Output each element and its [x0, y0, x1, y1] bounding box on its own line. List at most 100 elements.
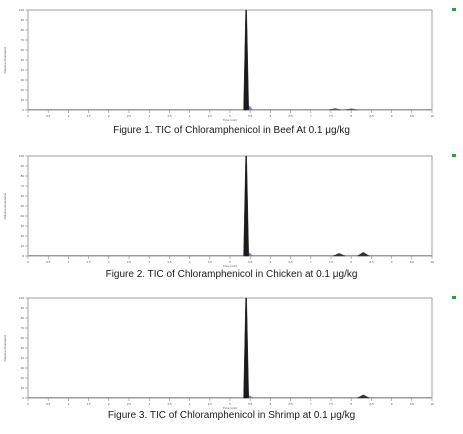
- x-tick-label: 3: [148, 402, 150, 406]
- y-tick-label: 30: [21, 78, 25, 82]
- x-tick-label: 7: [310, 114, 312, 118]
- x-tick-label: 5: [229, 402, 231, 406]
- y-tick-label: 30: [21, 366, 25, 370]
- figure-caption-1: Figure 1. TIC of Chloramphenicol in Beef…: [113, 125, 350, 136]
- y-tick-label: 100: [19, 154, 24, 158]
- y-tick-label: 10: [21, 98, 25, 102]
- x-tick-label: 5.5: [248, 114, 253, 118]
- y-tick-label: 90: [21, 18, 25, 22]
- x-tick-label: 9: [391, 260, 393, 264]
- y-tick-label: 10: [21, 386, 25, 390]
- x-axis-label: Time (min): [223, 406, 237, 410]
- y-tick-label: 70: [21, 38, 25, 42]
- y-tick-label: 90: [21, 306, 25, 310]
- peak-1: [243, 155, 249, 257]
- y-tick-label: 60: [21, 194, 25, 198]
- plot-area: [27, 9, 433, 111]
- x-tick-label: 1: [68, 114, 70, 118]
- y-tick-label: 40: [21, 68, 25, 72]
- x-axis-label: Time (min): [223, 118, 237, 122]
- peak-2: [332, 253, 346, 257]
- x-tick-label: 1: [68, 260, 70, 264]
- y-tick-label: 80: [21, 316, 25, 320]
- x-tick-label: 4.5: [208, 260, 213, 264]
- x-tick-label: 2: [108, 260, 110, 264]
- peak-2: [357, 394, 370, 399]
- x-tick-label: 8.5: [369, 260, 374, 264]
- x-tick-label: 7: [310, 402, 312, 406]
- x-tick-label: 5.5: [248, 260, 253, 264]
- x-tick-label: 4.5: [208, 114, 213, 118]
- status-marker: [452, 296, 456, 299]
- y-tick-label: 70: [21, 326, 25, 330]
- x-tick-label: 9.5: [410, 402, 415, 406]
- chromatogram-chart-1: 0 10 20 30 40 50 60 70 80 90 100 0 0.5 1 1.5 2 2.5 3 3.5 4 4…: [3, 8, 456, 122]
- x-axis-label: Time (min): [223, 264, 237, 268]
- peak-3: [345, 108, 358, 111]
- x-tick-label: 9: [391, 114, 393, 118]
- x-tick-label: 3: [148, 260, 150, 264]
- y-tick-label: 100: [19, 296, 24, 300]
- x-tick-label: 6: [270, 114, 272, 118]
- x-tick-label: 1.5: [87, 402, 92, 406]
- x-tick-label: 6.5: [289, 402, 294, 406]
- chart-panel-3: 0 10 20 30 40 50 60 70 80 90 100 0 0.5 1 1.5 2 2.5 3 3.5 4 4…: [0, 288, 463, 434]
- y-tick-label: 20: [21, 88, 25, 92]
- y-axis-label: Relative Abundance: [3, 192, 7, 219]
- x-tick-label: 9.5: [410, 114, 415, 118]
- y-tick-label: 70: [21, 184, 25, 188]
- x-tick-label: 4: [189, 402, 191, 406]
- y-tick-label: 40: [21, 214, 25, 218]
- status-marker: [452, 8, 456, 11]
- x-tick-label: 3.5: [167, 402, 172, 406]
- y-tick-label: 0: [22, 396, 24, 400]
- x-tick-label: 2.5: [127, 260, 132, 264]
- chart-panel-1: 0 10 20 30 40 50 60 70 80 90 100 0 0.5 1 1.5 2 2.5 3 3.5 4 4…: [0, 0, 463, 142]
- x-tick-label: 4: [189, 114, 191, 118]
- y-tick-label: 0: [22, 108, 24, 112]
- figure-caption-2: Figure 2. TIC of Chloramphenicol in Chic…: [105, 269, 358, 280]
- y-tick-label: 50: [21, 204, 25, 208]
- x-tick-label: 7: [310, 260, 312, 264]
- x-tick-label: 6: [270, 260, 272, 264]
- x-tick-label: 8: [350, 260, 352, 264]
- x-tick-label: 1.5: [87, 260, 92, 264]
- x-tick-label: 4.5: [208, 402, 213, 406]
- x-tick-label: 0: [27, 260, 29, 264]
- plot-area: [27, 297, 433, 399]
- y-tick-label: 50: [21, 58, 25, 62]
- y-tick-label: 90: [21, 164, 25, 168]
- y-tick-label: 100: [19, 8, 24, 12]
- x-tick-label: 8.5: [369, 114, 374, 118]
- x-tick-label: 2.5: [127, 114, 132, 118]
- x-tick-label: 0: [27, 402, 29, 406]
- y-tick-label: 80: [21, 174, 25, 178]
- x-tick-label: 5.5: [248, 402, 253, 406]
- x-tick-label: 0: [27, 114, 29, 118]
- x-tick-label: 10: [430, 402, 434, 406]
- x-tick-label: 10: [430, 114, 434, 118]
- x-tick-label: 3.5: [167, 114, 172, 118]
- y-tick-label: 20: [21, 376, 25, 380]
- x-tick-label: 8: [350, 114, 352, 118]
- x-tick-label: 6: [270, 402, 272, 406]
- x-tick-label: 2: [108, 402, 110, 406]
- x-tick-label: 5: [229, 260, 231, 264]
- x-tick-label: 3.5: [167, 260, 172, 264]
- x-tick-label: 7.5: [329, 114, 334, 118]
- y-tick-label: 60: [21, 336, 25, 340]
- x-tick-label: 6.5: [289, 260, 294, 264]
- x-tick-label: 6.5: [289, 114, 294, 118]
- x-tick-label: 2: [108, 114, 110, 118]
- peak-1: [243, 297, 249, 399]
- peak-1: [243, 9, 249, 111]
- x-tick-label: 8: [350, 402, 352, 406]
- y-axis-label: Relative Abundance: [3, 46, 7, 73]
- y-tick-label: 40: [21, 356, 25, 360]
- x-tick-label: 9: [391, 402, 393, 406]
- peak-2: [328, 108, 342, 111]
- chromatogram-chart-2: 0 10 20 30 40 50 60 70 80 90 100 0 0.5 1 1.5 2 2.5 3 3.5 4 4…: [3, 154, 456, 268]
- x-tick-label: 1.5: [87, 114, 92, 118]
- y-axis-label: Relative Abundance: [3, 334, 7, 361]
- x-tick-label: 5: [229, 114, 231, 118]
